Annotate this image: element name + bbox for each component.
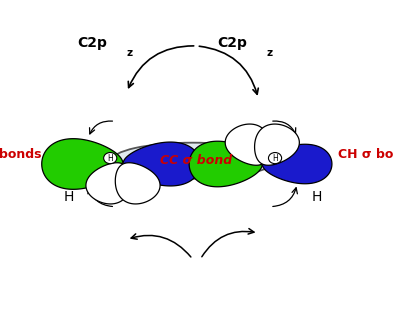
- Text: H: H: [64, 190, 74, 204]
- Polygon shape: [189, 141, 262, 187]
- Polygon shape: [262, 144, 332, 184]
- Polygon shape: [225, 124, 270, 165]
- Text: bonds: bonds: [0, 148, 42, 161]
- Text: H: H: [107, 154, 113, 163]
- Text: H: H: [311, 190, 321, 204]
- Circle shape: [268, 153, 282, 164]
- Circle shape: [104, 153, 117, 164]
- Text: C2p: C2p: [217, 36, 247, 50]
- Polygon shape: [115, 163, 160, 204]
- Text: CH σ bo: CH σ bo: [338, 148, 393, 161]
- Text: H: H: [272, 154, 278, 163]
- Text: z: z: [266, 48, 272, 57]
- Polygon shape: [123, 142, 200, 186]
- Polygon shape: [255, 124, 299, 165]
- Text: CC σ bond: CC σ bond: [160, 154, 233, 167]
- Text: C2p: C2p: [78, 36, 108, 50]
- Polygon shape: [86, 163, 131, 204]
- Ellipse shape: [111, 143, 274, 179]
- Polygon shape: [42, 139, 123, 189]
- Text: z: z: [127, 48, 133, 57]
